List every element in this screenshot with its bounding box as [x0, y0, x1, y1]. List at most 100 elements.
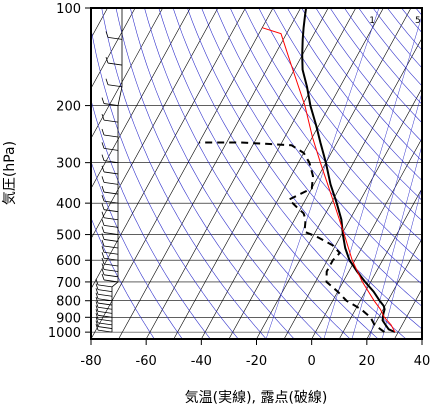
dry-adiabat-line — [91, 160, 183, 339]
wind-barb-flag — [105, 56, 109, 64]
dry-adiabat-line — [130, 8, 323, 339]
isotherm-line — [91, 8, 246, 290]
dry-adiabat-line — [215, 8, 422, 285]
isotherm-line — [228, 8, 412, 339]
mixing-ratio-line — [381, 186, 422, 339]
wind-barb — [103, 224, 119, 228]
wind-barb — [107, 62, 123, 66]
wind-barb-flag — [101, 195, 105, 202]
x-axis-ticks: -80 -60 -40 -20 0 20 40 — [80, 339, 430, 369]
dry-adiabat-line — [115, 8, 295, 339]
dry-adiabat-line — [101, 8, 267, 339]
wind-barb — [103, 160, 119, 164]
wind-barb-flag — [95, 320, 99, 327]
wind-barb — [97, 326, 113, 329]
y-tick-label: 900 — [56, 311, 81, 326]
wind-barb — [97, 302, 113, 306]
wind-barb — [97, 310, 113, 314]
wind-barb — [103, 209, 119, 213]
dry-adiabat-line — [258, 8, 422, 222]
dry-adiabat-line — [244, 8, 422, 242]
isotherm-line — [421, 338, 422, 339]
isotherm-line — [173, 8, 357, 339]
wind-barb-flag — [101, 185, 105, 193]
wind-barb-flag — [95, 309, 99, 316]
wind-barb-flag — [95, 278, 99, 285]
wind-barb-flag — [101, 257, 105, 265]
wind-barb-flag — [105, 78, 109, 85]
mixing-ratio-line — [265, 8, 380, 339]
wind-barb — [103, 148, 119, 151]
wind-barb-flag — [101, 211, 105, 218]
wind-barb — [103, 217, 119, 221]
dry-adiabat-line — [144, 8, 351, 339]
y-tick-label: 700 — [56, 276, 81, 291]
wind-barb — [103, 119, 119, 123]
wind-barb — [103, 134, 119, 138]
dry-adiabat-line — [401, 8, 422, 34]
wind-barb — [103, 200, 119, 204]
y-tick-label: 500 — [56, 229, 81, 244]
wind-barb-flag — [101, 226, 105, 233]
wind-barb-flag — [101, 97, 105, 104]
wind-barb — [97, 318, 113, 322]
wind-barb — [103, 279, 119, 283]
wind-barb — [97, 322, 113, 326]
wind-barb-flag — [101, 273, 105, 281]
wind-barb-flag — [95, 288, 99, 295]
mixing-ratio-line — [323, 14, 422, 339]
wind-barb-staff — [111, 8, 123, 333]
isotherm-line — [145, 8, 329, 339]
wind-barb-flag — [101, 252, 105, 259]
dry-adiabat-line — [229, 8, 422, 263]
wind-barb-flag — [101, 203, 105, 210]
parcel-line — [262, 27, 396, 333]
wind-barb-flag — [101, 176, 105, 183]
wind-barb-flag — [101, 246, 105, 253]
y-tick-label: 400 — [56, 197, 81, 212]
y-tick-label: 200 — [56, 100, 81, 115]
wind-barb — [103, 274, 119, 278]
wind-barb-flag — [95, 313, 99, 320]
wind-barb — [103, 257, 119, 261]
wind-barb — [103, 232, 119, 235]
wind-barb-flag — [101, 154, 105, 161]
wind-barb — [103, 191, 119, 195]
dry-adiabat-line — [201, 8, 422, 307]
chart-grid — [91, 8, 422, 339]
dry-adiabat-line — [315, 8, 422, 143]
wind-barb-flag — [95, 305, 99, 312]
wind-barb — [97, 293, 113, 297]
dewpoint-line — [199, 141, 385, 333]
wind-barb-flag — [95, 324, 99, 331]
wind-barb-flag — [95, 283, 99, 290]
dry-adiabat-line — [187, 8, 422, 330]
isotherm-line — [118, 8, 301, 339]
wind-barb-flag — [101, 142, 105, 149]
wind-barb — [107, 84, 123, 88]
isotherm-line — [91, 8, 136, 89]
wind-barb-flag — [95, 296, 99, 304]
wind-barb — [103, 251, 119, 255]
dry-adiabat-line — [415, 8, 422, 16]
isotherm-line — [201, 8, 384, 339]
x-tick-label: 40 — [414, 354, 431, 369]
wind-barb-flag — [105, 31, 109, 38]
isotherm-line — [366, 238, 422, 339]
x-tick-label: -40 — [191, 354, 212, 369]
dry-adiabat-line — [91, 27, 239, 339]
wind-barb — [103, 171, 119, 175]
isotherm-line — [311, 137, 422, 339]
dry-adiabat-line — [91, 99, 211, 339]
wind-barbs — [95, 0, 123, 333]
y-tick-label: 100 — [56, 2, 81, 17]
wind-barb-flag — [101, 239, 105, 247]
chart-series — [199, 8, 396, 334]
wind-barb-flag — [106, 0, 108, 6]
dry-adiabat-line — [272, 8, 422, 201]
isotherm-line — [283, 87, 422, 339]
dry-adiabat-line — [91, 217, 155, 339]
y-tick-label: 300 — [56, 157, 81, 172]
mixing-ratio-line — [351, 91, 422, 339]
